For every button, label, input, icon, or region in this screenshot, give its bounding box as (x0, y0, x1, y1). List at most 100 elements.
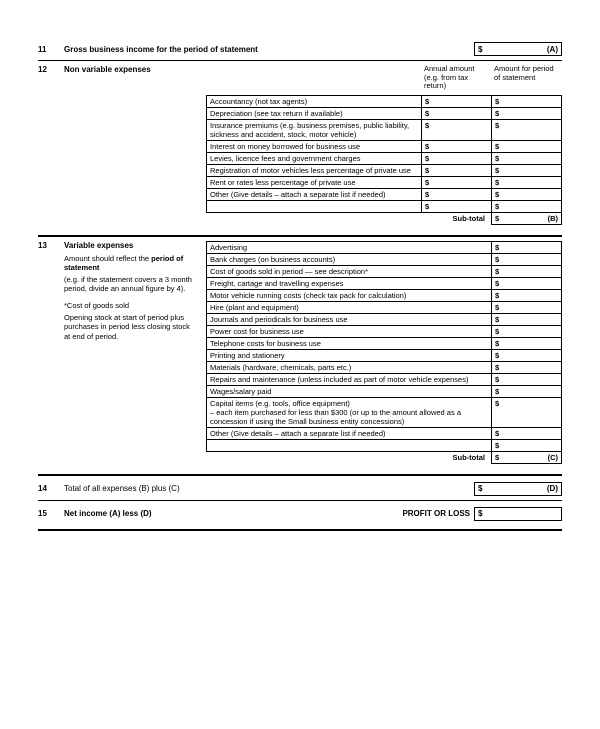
expense-desc: Other (Give details – attach a separate … (207, 427, 492, 439)
expense-row: Cost of goods sold in period — see descr… (207, 265, 562, 277)
expense-desc: Journals and periodicals for business us… (207, 313, 492, 325)
expense-desc: Printing and stationery (207, 349, 492, 361)
section-12-body: Accountancy (not tax agents)$$Depreciati… (38, 95, 562, 225)
expense-period-amount[interactable]: $ (492, 253, 562, 265)
line-11: 11 Gross business income for the period … (38, 42, 562, 56)
expense-period-amount[interactable]: $ (492, 313, 562, 325)
expense-desc: Cost of goods sold in period — see descr… (207, 265, 492, 277)
expense-period-amount[interactable]: $ (492, 176, 562, 188)
expense-desc (207, 200, 422, 212)
expense-period-amount[interactable]: $ (492, 301, 562, 313)
expense-annual-amount[interactable]: $ (422, 107, 492, 119)
expense-desc: Other (Give details – attach a separate … (207, 188, 422, 200)
line-14-amount-box[interactable]: $ (D) (474, 482, 562, 496)
expense-period-amount[interactable]: $ (492, 95, 562, 107)
profit-or-loss-label: PROFIT OR LOSS (402, 509, 470, 518)
expense-period-amount[interactable]: $ (492, 439, 562, 451)
line-11-label: Gross business income for the period of … (64, 45, 474, 54)
letter-d: (D) (547, 484, 558, 493)
expense-row: Freight, cartage and travelling expenses… (207, 277, 562, 289)
expense-period-amount[interactable]: $ (492, 373, 562, 385)
expense-annual-amount[interactable]: $ (422, 95, 492, 107)
expense-row: Hire (plant and equipment)$ (207, 301, 562, 313)
expense-desc: Rent or rates less percentage of private… (207, 176, 422, 188)
expense-row: Interest on money borrowed for business … (207, 140, 562, 152)
expense-period-amount[interactable]: $ (492, 107, 562, 119)
dollar-sign: $ (478, 509, 482, 518)
expense-period-amount[interactable]: $ (492, 277, 562, 289)
expense-period-amount[interactable]: $ (492, 337, 562, 349)
line-14: 14 Total of all expenses (B) plus (C) $ … (38, 482, 562, 496)
expense-row: Advertising$ (207, 241, 562, 253)
section-13-body: 13Variable expenses Amount should reflec… (38, 241, 562, 464)
expense-annual-amount[interactable]: $ (422, 119, 492, 140)
expense-annual-amount[interactable]: $ (422, 188, 492, 200)
expense-annual-amount[interactable]: $ (422, 140, 492, 152)
expense-annual-amount[interactable]: $ (422, 152, 492, 164)
expense-row: Journals and periodicals for business us… (207, 313, 562, 325)
expense-desc: Hire (plant and equipment) (207, 301, 492, 313)
line-12-number: 12 (38, 65, 64, 74)
expense-desc: Levies, licence fees and government char… (207, 152, 422, 164)
expense-period-amount[interactable]: $ (492, 427, 562, 439)
expense-desc: Telephone costs for business use (207, 337, 492, 349)
expense-period-amount[interactable]: $ (492, 164, 562, 176)
expense-period-amount[interactable]: $ (492, 188, 562, 200)
expense-annual-amount[interactable]: $ (422, 176, 492, 188)
subtotal-row: Sub-total$(B) (207, 212, 562, 224)
line-12-title: Non variable expenses (64, 65, 422, 74)
expense-row: Capital items (e.g. tools, office equipm… (207, 397, 562, 427)
letter-a: (A) (547, 45, 558, 54)
subtotal-label: Sub-total (207, 212, 492, 224)
col-header-period: Amount for period of statement (492, 65, 562, 91)
expense-period-amount[interactable]: $ (492, 397, 562, 427)
expense-row: Printing and stationery$ (207, 349, 562, 361)
expense-row: Levies, licence fees and government char… (207, 152, 562, 164)
expense-row: Repairs and maintenance (unless included… (207, 373, 562, 385)
expense-row: Materials (hardware, chemicals, parts et… (207, 361, 562, 373)
note-cogs-title: *Cost of goods sold (64, 301, 198, 310)
expense-period-amount[interactable]: $ (492, 241, 562, 253)
expense-period-amount[interactable]: $ (492, 200, 562, 212)
section-12-header: 12 Non variable expenses Annual amount (… (38, 65, 562, 93)
expense-period-amount[interactable]: $ (492, 289, 562, 301)
expense-row: Insurance premiums (e.g. business premis… (207, 119, 562, 140)
subtotal-label: Sub-total (207, 451, 492, 463)
expense-desc: Registration of motor vehicles less perc… (207, 164, 422, 176)
expense-period-amount[interactable]: $ (492, 349, 562, 361)
line-15-label: Net income (A) less (D) (64, 509, 402, 518)
expense-row: Wages/salary paid$ (207, 385, 562, 397)
expense-desc: Repairs and maintenance (unless included… (207, 373, 492, 385)
expense-desc (207, 439, 492, 451)
expense-row: Telephone costs for business use$ (207, 337, 562, 349)
line-15-amount-box[interactable]: $ (474, 507, 562, 521)
expense-period-amount[interactable]: $ (492, 265, 562, 277)
subtotal-amount[interactable]: $(C) (492, 451, 562, 463)
expense-annual-amount[interactable]: $ (422, 164, 492, 176)
expense-period-amount[interactable]: $ (492, 325, 562, 337)
expense-row: Depreciation (see tax return if availabl… (207, 107, 562, 119)
note-example: (e.g. if the statement covers a 3 month … (64, 275, 198, 294)
line-11-amount-box[interactable]: $ (A) (474, 42, 562, 56)
expense-row: Registration of motor vehicles less perc… (207, 164, 562, 176)
expense-period-amount[interactable]: $ (492, 119, 562, 140)
expense-row: Motor vehicle running costs (check tax p… (207, 289, 562, 301)
expense-period-amount[interactable]: $ (492, 152, 562, 164)
expense-desc: Bank charges (on business accounts) (207, 253, 492, 265)
subtotal-amount[interactable]: $(B) (492, 212, 562, 224)
line-11-number: 11 (38, 45, 64, 54)
expense-desc: Power cost for business use (207, 325, 492, 337)
expense-row: $$ (207, 200, 562, 212)
expense-desc: Wages/salary paid (207, 385, 492, 397)
expense-row: Power cost for business use$ (207, 325, 562, 337)
line-13-number: 13 (38, 241, 64, 252)
variable-expenses-table: Advertising$Bank charges (on business ac… (206, 241, 562, 464)
line-15-number: 15 (38, 509, 64, 518)
expense-period-amount[interactable]: $ (492, 140, 562, 152)
expense-period-amount[interactable]: $ (492, 361, 562, 373)
expense-annual-amount[interactable]: $ (422, 200, 492, 212)
line-15: 15 Net income (A) less (D) PROFIT OR LOS… (38, 507, 562, 521)
subtotal-row: Sub-total$(C) (207, 451, 562, 463)
expense-period-amount[interactable]: $ (492, 385, 562, 397)
expense-desc: Motor vehicle running costs (check tax p… (207, 289, 492, 301)
